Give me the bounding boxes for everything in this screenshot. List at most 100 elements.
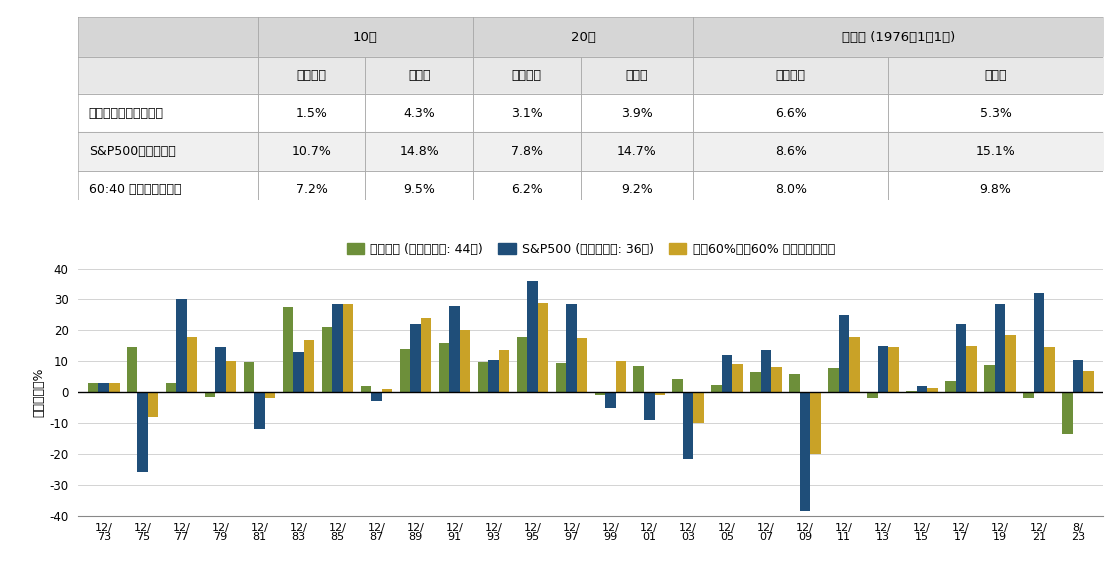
Bar — [226, 361, 236, 392]
Bar — [927, 387, 937, 392]
Bar — [693, 392, 704, 423]
Text: 6.2%: 6.2% — [511, 183, 542, 197]
Bar — [1034, 293, 1044, 392]
Bar — [148, 392, 158, 417]
Bar — [888, 347, 899, 392]
Bar — [99, 383, 109, 392]
Text: 3.1%: 3.1% — [511, 107, 542, 120]
Text: 米国総合インデックス: 米国総合インデックス — [88, 107, 164, 120]
Bar — [459, 331, 470, 392]
Bar — [528, 281, 538, 392]
Text: リスク: リスク — [626, 69, 648, 82]
Text: リスク: リスク — [408, 69, 430, 82]
Bar — [410, 324, 421, 392]
Bar — [321, 327, 333, 392]
Text: 8.6%: 8.6% — [775, 145, 806, 158]
Text: 8.0%: 8.0% — [775, 183, 806, 197]
Bar — [488, 360, 498, 392]
Bar — [995, 304, 1006, 392]
Bar — [88, 383, 99, 392]
Bar — [449, 305, 459, 392]
Text: S&P500種株価指数: S&P500種株価指数 — [88, 145, 176, 158]
Bar — [800, 392, 811, 511]
Bar — [127, 347, 138, 392]
Bar — [293, 352, 304, 392]
Bar — [644, 392, 654, 420]
Bar — [421, 318, 431, 392]
Bar — [595, 392, 605, 395]
Text: 9.5%: 9.5% — [403, 183, 435, 197]
Bar — [264, 392, 276, 398]
Y-axis label: パーセント%: パーセント% — [32, 367, 45, 417]
Bar — [566, 304, 577, 392]
Bar — [732, 364, 743, 392]
Bar — [760, 351, 772, 392]
Text: 14.7%: 14.7% — [617, 145, 656, 158]
Bar — [984, 365, 995, 392]
Bar — [1073, 360, 1083, 392]
Bar — [654, 392, 665, 395]
Bar — [867, 392, 878, 398]
Bar — [829, 368, 839, 392]
Bar — [849, 336, 860, 392]
Bar — [1044, 347, 1055, 392]
Text: 7.2%: 7.2% — [296, 183, 327, 197]
Text: 10.7%: 10.7% — [291, 145, 332, 158]
Text: リターン: リターン — [512, 69, 542, 82]
Bar — [343, 304, 353, 392]
Bar — [878, 346, 888, 392]
Bar — [477, 363, 488, 392]
Text: 6.6%: 6.6% — [775, 107, 806, 120]
Bar — [556, 363, 566, 392]
Bar — [254, 392, 264, 429]
Bar — [166, 383, 176, 392]
Bar — [967, 346, 977, 392]
Text: 20年: 20年 — [571, 31, 596, 44]
Text: 60:40 ポートフォリオ: 60:40 ポートフォリオ — [88, 183, 181, 197]
Bar — [361, 386, 371, 392]
Bar — [1006, 335, 1016, 392]
Bar — [187, 336, 197, 392]
Text: 3.9%: 3.9% — [622, 107, 653, 120]
Bar — [1083, 371, 1093, 392]
Bar — [176, 300, 187, 392]
Bar — [811, 392, 821, 454]
Bar — [498, 351, 510, 392]
Bar — [282, 307, 293, 392]
Bar — [722, 355, 732, 392]
Bar — [1024, 392, 1034, 398]
Bar — [244, 362, 254, 392]
Bar — [333, 304, 343, 392]
Bar — [205, 392, 215, 397]
Bar — [1062, 392, 1073, 434]
Text: リターン: リターン — [776, 69, 805, 82]
Bar — [616, 361, 626, 392]
Legend: 米国総合 (プラス期間: 44回), S&P500 (プラス期間: 36回), 株式60%：債60% ポートフォリオ: 米国総合 (プラス期間: 44回), S&P500 (プラス期間: 36回), … — [342, 238, 840, 261]
Bar — [945, 381, 955, 392]
Bar — [634, 366, 644, 392]
Bar — [371, 392, 382, 402]
Bar — [839, 315, 849, 392]
Text: 9.8%: 9.8% — [980, 183, 1011, 197]
Bar — [215, 347, 226, 392]
Bar — [304, 340, 315, 392]
Text: 1.5%: 1.5% — [296, 107, 327, 120]
Bar — [538, 303, 548, 392]
Bar — [772, 367, 782, 392]
Text: 10年: 10年 — [353, 31, 377, 44]
Text: リスク: リスク — [984, 69, 1007, 82]
Bar — [516, 336, 528, 392]
Text: 7.8%: 7.8% — [511, 145, 543, 158]
Bar — [672, 379, 683, 392]
Bar — [439, 343, 449, 392]
Bar — [750, 372, 760, 392]
Text: リターン: リターン — [297, 69, 327, 82]
Bar — [109, 383, 120, 392]
Bar — [917, 386, 927, 392]
Bar — [790, 374, 800, 392]
Bar — [906, 391, 917, 392]
Bar — [382, 389, 392, 392]
Bar — [605, 392, 616, 407]
Bar — [955, 324, 967, 392]
Bar — [711, 384, 722, 392]
